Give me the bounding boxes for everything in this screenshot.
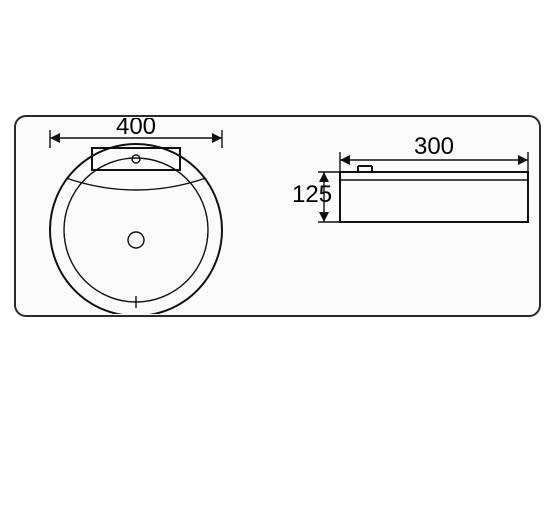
dim-height-side: 125 bbox=[292, 181, 332, 208]
dim-width-top: 400 bbox=[116, 118, 156, 140]
diagram-page: 400 300 125 bbox=[0, 0, 555, 505]
side-view-drawing: 300 125 bbox=[270, 130, 540, 300]
top-view-drawing: 400 bbox=[20, 118, 270, 314]
dim-width-side: 300 bbox=[414, 133, 454, 160]
